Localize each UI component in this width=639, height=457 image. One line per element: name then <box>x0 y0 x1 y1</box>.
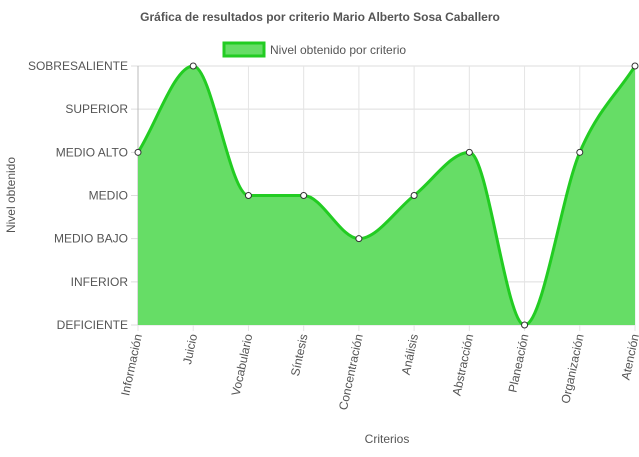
data-point[interactable]: Atención: SOBRESALIENTE <box>631 62 639 70</box>
data-point[interactable]: Juicio: SOBRESALIENTE <box>189 62 197 70</box>
data-point[interactable]: Planeación: DEFICIENTE <box>521 321 529 329</box>
x-tick-label: Planeación <box>505 333 531 394</box>
data-point[interactable]: Información: MEDIO ALTO <box>134 148 142 156</box>
y-tick-label: SUPERIOR <box>65 102 128 116</box>
y-tick-label: MEDIO ALTO <box>56 145 128 159</box>
x-tick-label: Análisis <box>399 333 421 376</box>
legend[interactable]: Nivel obtenido por criterio <box>222 41 406 58</box>
x-tick-label: Juicio <box>180 332 200 365</box>
data-point[interactable]: Síntesis: MEDIO <box>300 192 308 199</box>
data-point[interactable]: Organización: MEDIO ALTO <box>576 148 584 156</box>
y-tick-label: MEDIO <box>89 189 128 203</box>
x-tick-label: Síntesis <box>288 333 311 378</box>
y-tick-label: INFERIOR <box>71 275 129 289</box>
x-tick-labels: Información Juicio Vocabulario Síntesis Conc… <box>118 332 639 411</box>
data-points: Información: MEDIO ALTO Juicio: SOBRESALI… <box>134 62 639 329</box>
chart-title: Gráfica de resultados por criterio Mario… <box>140 10 500 24</box>
y-axis-title: Nivel obtenido <box>4 157 18 233</box>
x-tick-label: Concentración <box>336 333 366 412</box>
x-tick-label: Atención <box>619 333 639 382</box>
x-tick-label: Abstracción <box>450 333 477 397</box>
x-tick-label: Vocabulario <box>229 332 256 397</box>
data-point[interactable]: Vocabulario: MEDIO <box>244 192 252 199</box>
y-tick-label: MEDIO BAJO <box>54 232 128 246</box>
y-tick-labels: DEFICIENTE INFERIOR MEDIO BAJO MEDIO MEDIO A… <box>28 59 128 332</box>
series-fill <box>138 66 635 325</box>
y-tick-label: DEFICIENTE <box>57 318 128 332</box>
data-point[interactable]: Concentración: MEDIO BAJO <box>355 235 363 243</box>
series-area <box>136 64 637 327</box>
data-point[interactable]: Abstracción: MEDIO ALTO <box>465 148 473 156</box>
x-tick-label: Información <box>118 333 145 397</box>
legend-label: Nivel obtenido por criterio <box>270 43 406 57</box>
x-tick-label: Organización <box>558 333 586 405</box>
data-point[interactable]: Análisis: MEDIO <box>410 192 418 199</box>
y-tick-label: SOBRESALIENTE <box>28 59 128 73</box>
legend-swatch <box>222 41 266 58</box>
x-axis-title: Criterios <box>365 432 410 446</box>
series-line <box>136 64 637 327</box>
